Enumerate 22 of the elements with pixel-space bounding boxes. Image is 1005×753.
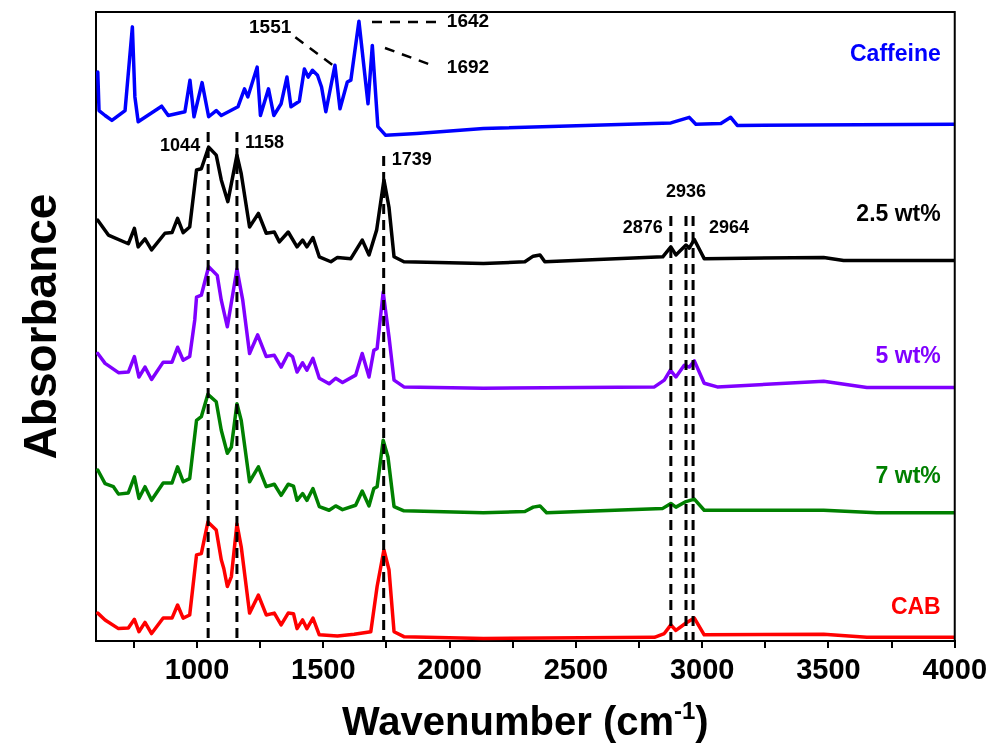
x-tick-label: 3500 [796,653,861,686]
series-label: 2.5 wt% [856,199,941,226]
ref-line-label: 1044 [160,134,201,155]
text: Caffeine [849,39,941,66]
x-tick-label: 1000 [164,653,230,686]
annotation: 1551 [249,15,292,37]
annotation: 1692 [446,56,490,78]
ref-line-label: 2936 [665,180,707,201]
ref-line-label: 1158 [244,131,284,152]
ref-line-label: 2964 [709,216,750,237]
x-tick-label: 3000 [669,653,735,686]
x-tick-label: 4000 [922,653,987,686]
annotation: 1642 [446,10,490,32]
x-tick-label: 1500 [291,653,356,686]
y-axis-title: Absorbance [14,193,66,460]
ref-line-label: 1739 [391,148,432,169]
x-tick-label: 2000 [417,653,482,686]
series-label: 7 wt% [875,462,941,489]
series-label: CAB [890,592,941,619]
series-label: 5 wt% [875,341,941,368]
ref-line-label: 2876 [622,216,663,237]
x-tick-label: 2500 [543,653,609,686]
